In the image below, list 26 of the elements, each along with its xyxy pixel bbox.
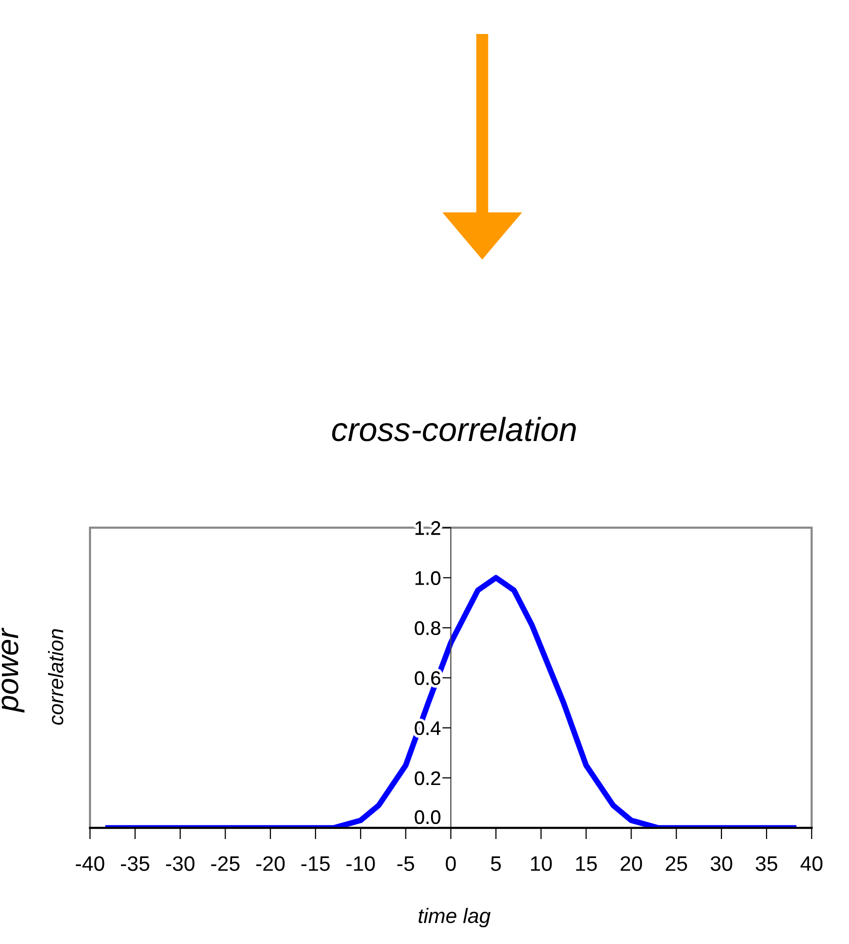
x-tick-label: -35: [120, 856, 150, 871]
y-axis-title: correlation: [48, 629, 64, 725]
y-tick-label: 0.2: [414, 771, 440, 786]
x-tick-label: -10: [346, 856, 375, 871]
x-tick-label: 15: [576, 856, 597, 871]
y-tick-label: 0.8: [414, 621, 440, 635]
y-tick-label: 1.2: [416, 521, 440, 535]
x-tick-label: -25: [211, 856, 240, 871]
x-axis-title: time lag: [418, 908, 491, 928]
x-tick-label: 35: [756, 856, 778, 871]
x-tick-label: -15: [301, 856, 330, 871]
chart-title: cross-correlation: [332, 416, 576, 442]
x-tick-label: -30: [166, 856, 194, 871]
x-tick-label: -20: [256, 856, 285, 871]
x-tick-label: -40: [76, 856, 104, 871]
x-tick-label: 20: [620, 856, 642, 871]
x-tick-label: 25: [666, 856, 688, 871]
x-tick-label: -5: [397, 856, 414, 871]
x-tick-label: 0: [446, 856, 456, 871]
y-tick-label: 1.0: [416, 571, 440, 585]
x-tick-label: 10: [531, 856, 552, 871]
text: power: [2, 628, 24, 713]
y-tick-label: 0.0: [414, 810, 440, 824]
x-tick-label: 5: [490, 856, 501, 871]
x-tick-label: 40: [800, 856, 822, 871]
x-tick-label: 30: [710, 856, 732, 871]
